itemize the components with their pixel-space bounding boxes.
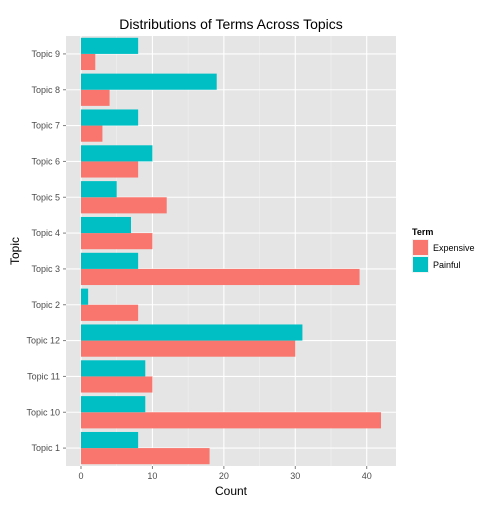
- bar-expensive-topic-4: [81, 233, 153, 250]
- chart-title: Distributions of Terms Across Topics: [119, 16, 343, 32]
- bar-painful-topic-1: [81, 431, 139, 449]
- bar-painful-topic-4: [81, 216, 131, 234]
- bar-expensive-topic-12: [81, 340, 296, 357]
- x-tick-label: 40: [362, 471, 372, 481]
- y-axis: Topic 1 Topic 10 Topic 11 Topic 12 Topic 2 To…: [26, 49, 66, 453]
- bar-expensive-topic-8: [81, 89, 110, 106]
- y-tick-label: Topic 12: [26, 336, 60, 346]
- bar-expensive-topic-2: [81, 304, 139, 321]
- y-tick-label: Topic 11: [27, 371, 60, 381]
- grid-lines: [66, 36, 396, 466]
- bar-painful-topic-6: [81, 145, 153, 162]
- legend-key-painful: [413, 257, 428, 272]
- bar-painful-topic-8: [81, 73, 217, 90]
- bar-painful-topic-10: [81, 396, 146, 413]
- y-axis-title: Topic: [8, 237, 22, 265]
- y-tick-label: Topic 4: [31, 228, 60, 238]
- bar-expensive-topic-5: [81, 197, 167, 214]
- bar-painful-topic-12: [81, 324, 303, 341]
- legend: Term Expensive Painful: [412, 227, 475, 273]
- bar-expensive-topic-10: [81, 412, 381, 429]
- bar-expensive-topic-7: [81, 125, 103, 142]
- y-tick-label: Topic 5: [31, 192, 60, 202]
- x-tick-label: 30: [290, 471, 300, 481]
- legend-title: Term: [412, 227, 433, 237]
- bar-painful-topic-9: [81, 37, 139, 54]
- x-tick-label: 0: [78, 471, 83, 481]
- y-tick-label: Topic 3: [31, 264, 60, 274]
- bar-expensive-topic-11: [81, 376, 153, 393]
- x-axis-title: Count: [215, 484, 248, 498]
- legend-label-painful: Painful: [433, 260, 461, 270]
- bars: [81, 37, 381, 465]
- legend-label-expensive: Expensive: [433, 243, 475, 253]
- y-tick-label: Topic 10: [26, 407, 60, 417]
- y-tick-label: Topic 9: [31, 49, 60, 59]
- y-tick-label: Topic 7: [31, 121, 60, 131]
- bar-painful-topic-2: [81, 288, 89, 305]
- bar-expensive-topic-1: [81, 448, 210, 465]
- bar-expensive-topic-6: [81, 161, 139, 178]
- bar-painful-topic-3: [81, 252, 139, 269]
- y-tick-label: Topic 6: [31, 156, 60, 166]
- y-tick-label: Topic 2: [31, 300, 60, 310]
- x-tick-label: 10: [147, 471, 157, 481]
- y-tick-label: Topic 1: [31, 443, 60, 453]
- y-tick-label: Topic 8: [31, 85, 60, 95]
- plot-panel: [66, 36, 396, 466]
- x-axis: 0 10 20 30 40: [78, 466, 372, 481]
- bar-expensive-topic-3: [81, 268, 360, 286]
- bar-painful-topic-7: [81, 109, 139, 126]
- x-tick-label: 20: [219, 471, 229, 481]
- bar-painful-topic-11: [81, 360, 146, 377]
- bar-expensive-topic-9: [81, 53, 96, 71]
- legend-key-expensive: [413, 240, 428, 255]
- bar-painful-topic-5: [81, 181, 117, 198]
